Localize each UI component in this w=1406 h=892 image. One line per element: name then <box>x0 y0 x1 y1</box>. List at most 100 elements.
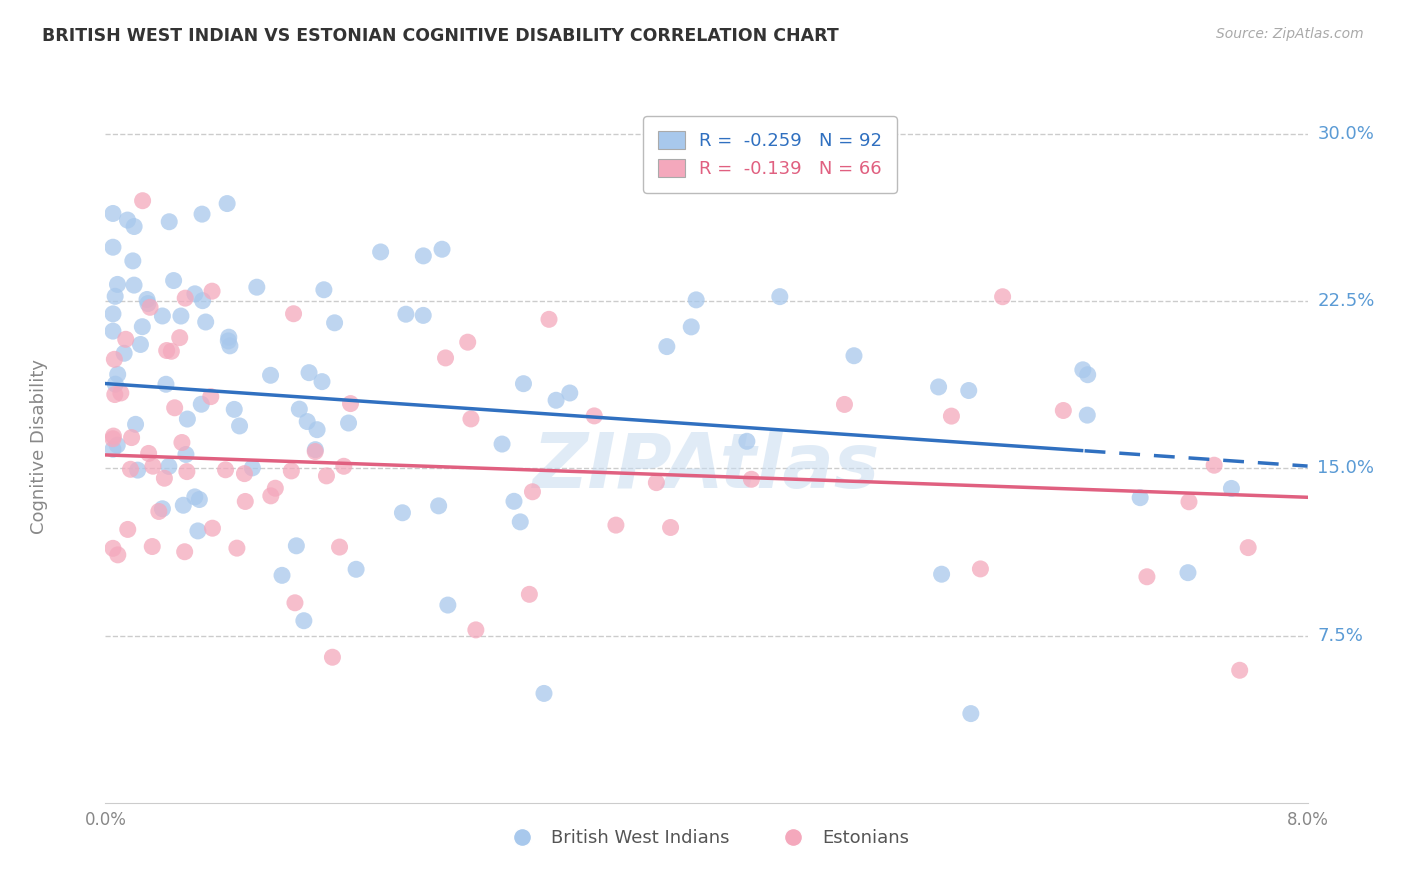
Point <box>298 366 321 380</box>
Point <box>537 312 560 326</box>
Point <box>304 442 326 457</box>
Point <box>304 444 326 458</box>
Point <box>491 437 513 451</box>
Point <box>200 390 222 404</box>
Point <box>162 274 184 288</box>
Point <box>323 316 346 330</box>
Point <box>107 368 129 382</box>
Point <box>110 386 132 401</box>
Point <box>344 562 367 576</box>
Point <box>117 213 139 227</box>
Point <box>260 489 283 503</box>
Point <box>184 490 207 504</box>
Point <box>312 283 335 297</box>
Point <box>464 623 486 637</box>
Point <box>522 484 544 499</box>
Point <box>176 465 198 479</box>
Point <box>214 463 236 477</box>
Point <box>655 340 678 354</box>
Point <box>558 386 581 401</box>
Point <box>1076 408 1098 422</box>
Point <box>121 431 143 445</box>
Point <box>1077 368 1099 382</box>
Point <box>163 401 186 415</box>
Point <box>370 244 392 259</box>
Point <box>136 293 159 307</box>
Point <box>129 337 152 351</box>
Point <box>101 206 124 220</box>
Text: 22.5%: 22.5% <box>1317 292 1375 310</box>
Text: BRITISH WEST INDIAN VS ESTONIAN COGNITIVE DISABILITY CORRELATION CHART: BRITISH WEST INDIAN VS ESTONIAN COGNITIV… <box>42 27 839 45</box>
Point <box>141 540 163 554</box>
Point <box>174 291 197 305</box>
Point <box>103 352 125 367</box>
Point <box>284 596 307 610</box>
Point <box>246 280 269 294</box>
Point <box>104 377 127 392</box>
Point <box>101 324 124 338</box>
Point <box>107 548 129 562</box>
Point <box>533 686 555 700</box>
Point <box>1129 491 1152 505</box>
Point <box>117 523 139 537</box>
Point <box>194 315 217 329</box>
Point <box>457 335 479 350</box>
Point <box>170 435 193 450</box>
Point <box>169 331 191 345</box>
Point <box>112 346 135 360</box>
Point <box>217 334 239 348</box>
Text: 7.5%: 7.5% <box>1317 626 1364 645</box>
Point <box>339 396 361 410</box>
Point <box>288 402 311 417</box>
Point <box>395 307 418 321</box>
Point <box>329 540 352 554</box>
Point <box>307 423 329 437</box>
Point <box>233 467 256 481</box>
Point <box>681 319 703 334</box>
Point <box>645 475 668 490</box>
Point <box>605 518 627 533</box>
Point <box>264 481 287 495</box>
Point <box>201 284 224 298</box>
Point <box>430 242 453 256</box>
Point <box>959 706 981 721</box>
Point <box>187 524 209 538</box>
Point <box>101 442 124 457</box>
Point <box>315 468 337 483</box>
Point <box>172 498 194 512</box>
Point <box>173 545 195 559</box>
Text: Source: ZipAtlas.com: Source: ZipAtlas.com <box>1216 27 1364 41</box>
Point <box>391 506 413 520</box>
Point <box>333 459 356 474</box>
Point <box>659 520 682 534</box>
Point <box>225 541 247 556</box>
Point <box>176 412 198 426</box>
Point <box>224 402 246 417</box>
Point <box>131 194 153 208</box>
Point <box>280 464 302 478</box>
Point <box>184 286 207 301</box>
Point <box>124 417 146 432</box>
Point <box>105 438 128 452</box>
Point <box>103 429 125 443</box>
Point <box>233 494 256 508</box>
Point <box>337 416 360 430</box>
Point <box>120 462 142 476</box>
Point <box>512 376 534 391</box>
Point <box>503 494 526 508</box>
Point <box>139 301 162 315</box>
Point <box>427 499 450 513</box>
Point <box>156 343 179 358</box>
Text: 30.0%: 30.0% <box>1317 125 1374 143</box>
Point <box>412 309 434 323</box>
Point <box>114 332 136 346</box>
Point <box>101 240 124 254</box>
Point <box>735 434 758 449</box>
Point <box>217 196 239 211</box>
Point <box>157 459 180 474</box>
Point <box>271 568 294 582</box>
Point <box>170 309 193 323</box>
Point <box>1237 541 1260 555</box>
Point <box>101 432 124 446</box>
Point <box>152 501 174 516</box>
